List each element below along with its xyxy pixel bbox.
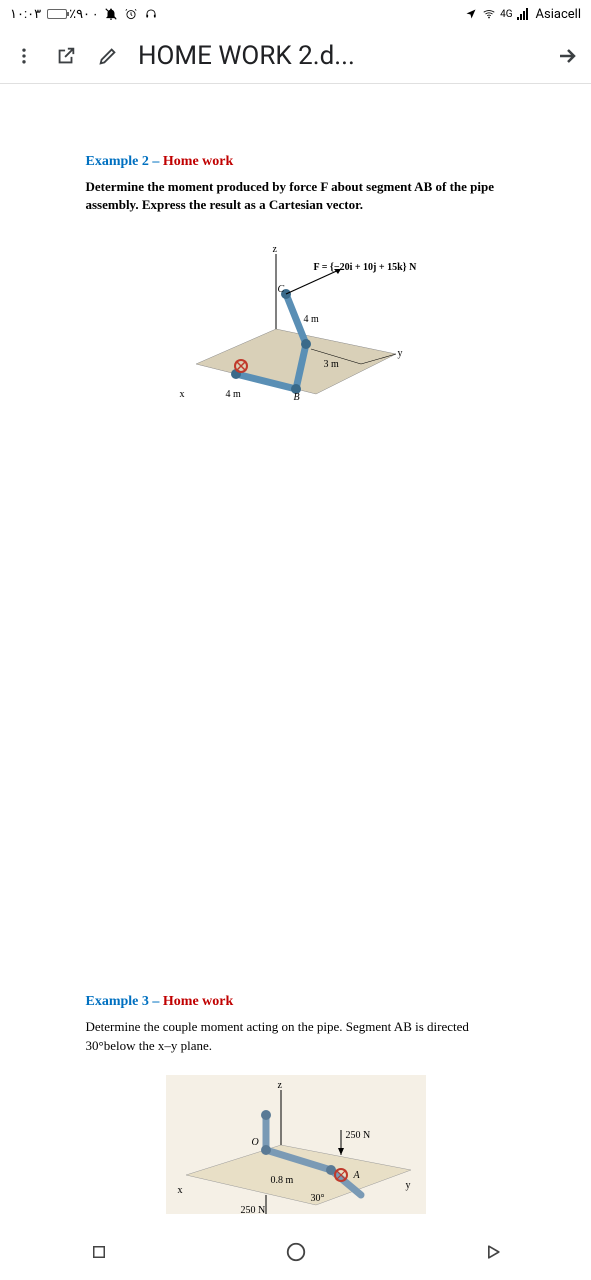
fig-4m-h: 4 m bbox=[226, 389, 241, 400]
example3-body: Determine the couple moment acting on th… bbox=[86, 1018, 506, 1054]
fig-4m-v: 4 m bbox=[304, 314, 319, 325]
fig3-a: A bbox=[354, 1170, 360, 1181]
status-right: 4G Asiacell bbox=[464, 7, 581, 22]
nav-back-button[interactable] bbox=[481, 1240, 505, 1264]
battery-icon bbox=[47, 9, 67, 19]
doc-page-1: Example 2 – Home work Determine the mome… bbox=[56, 134, 536, 434]
fig-c-label: C bbox=[278, 284, 285, 295]
fig-z-label: z bbox=[273, 244, 277, 255]
example2-title-blue: Example 2 – bbox=[86, 154, 163, 169]
example3-title-blue: Example 3 – bbox=[86, 994, 163, 1009]
android-nav-bar bbox=[0, 1224, 591, 1280]
doc-page-2: Example 3 – Home work Determine the coup… bbox=[56, 974, 536, 1214]
fig-force-eq: F = {−20i + 10j + 15k} N bbox=[314, 262, 417, 273]
battery-info: ٪٩٠ ٠ bbox=[47, 7, 98, 22]
fig-y-label: y bbox=[398, 348, 403, 359]
fig3-o: O bbox=[252, 1137, 259, 1148]
example3-title-red: Home work bbox=[163, 994, 233, 1009]
wifi-icon bbox=[482, 7, 496, 21]
fig-x-label: x bbox=[180, 389, 185, 400]
battery-pct: ٪٩٠ bbox=[69, 7, 90, 22]
example2-title-red: Home work bbox=[163, 154, 233, 169]
example2-title: Example 2 – Home work bbox=[86, 154, 506, 170]
fig3-08m: 0.8 m bbox=[271, 1175, 294, 1186]
fig3-30: 30° bbox=[311, 1193, 325, 1204]
example3-title: Example 3 – Home work bbox=[86, 994, 506, 1010]
fig-b-label: B bbox=[294, 392, 300, 403]
fig3-x: x bbox=[178, 1185, 183, 1196]
status-time: ١٠:٠٣ bbox=[10, 7, 41, 22]
edit-icon[interactable] bbox=[96, 44, 120, 68]
status-left: ١٠:٠٣ ٪٩٠ ٠ bbox=[10, 7, 158, 22]
example2-body: Determine the moment produced by force F… bbox=[86, 178, 506, 214]
example3-figure: z O A 250 N 250 N 0.8 m 30° y x bbox=[166, 1075, 426, 1214]
network-label: 4G bbox=[500, 9, 512, 20]
fig-3m: 3 m bbox=[324, 359, 339, 370]
fig3-250n-2: 250 N bbox=[241, 1205, 266, 1214]
nav-home-button[interactable] bbox=[284, 1240, 308, 1264]
fig3-z: z bbox=[278, 1080, 282, 1091]
document-content[interactable]: Example 2 – Home work Determine the mome… bbox=[0, 84, 591, 1214]
back-arrow-icon[interactable] bbox=[555, 44, 579, 68]
example2-figure: F = {−20i + 10j + 15k} N z y x C B 4 m 3… bbox=[166, 234, 426, 414]
app-bar: HOME WORK 2.d... bbox=[0, 28, 591, 84]
nav-recent-button[interactable] bbox=[87, 1240, 111, 1264]
more-icon[interactable] bbox=[12, 44, 36, 68]
fig3-250n-1: 250 N bbox=[346, 1130, 371, 1141]
location-icon bbox=[464, 7, 478, 21]
alarm-icon bbox=[124, 7, 138, 21]
status-bar: ١٠:٠٣ ٪٩٠ ٠ 4G Asiacell bbox=[0, 0, 591, 28]
signal-icon bbox=[517, 8, 528, 20]
fig3-y: y bbox=[406, 1180, 411, 1191]
page-title: HOME WORK 2.d... bbox=[138, 41, 537, 71]
carrier-label: Asiacell bbox=[536, 7, 581, 22]
dnd-icon bbox=[104, 7, 118, 21]
headset-icon bbox=[144, 7, 158, 21]
open-external-icon[interactable] bbox=[54, 44, 78, 68]
